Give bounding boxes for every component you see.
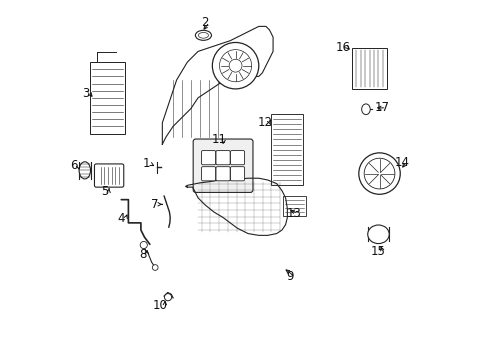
FancyBboxPatch shape <box>94 164 123 187</box>
Circle shape <box>229 59 242 72</box>
Text: 8: 8 <box>139 248 146 261</box>
Ellipse shape <box>367 225 388 244</box>
Ellipse shape <box>79 162 90 179</box>
Text: 12: 12 <box>257 116 272 129</box>
Ellipse shape <box>361 104 369 114</box>
Text: 9: 9 <box>286 270 293 283</box>
FancyBboxPatch shape <box>230 150 244 165</box>
Text: 10: 10 <box>153 298 168 311</box>
Text: 6: 6 <box>70 159 77 172</box>
Text: 13: 13 <box>286 207 301 220</box>
FancyBboxPatch shape <box>216 150 230 165</box>
Circle shape <box>140 242 147 249</box>
Text: 7: 7 <box>151 198 159 211</box>
Text: 11: 11 <box>212 133 226 146</box>
Bar <box>90 62 125 134</box>
FancyBboxPatch shape <box>201 150 215 165</box>
Text: 16: 16 <box>335 41 349 54</box>
Text: 15: 15 <box>370 245 385 258</box>
Text: 4: 4 <box>117 212 125 225</box>
Bar <box>351 48 386 89</box>
Polygon shape <box>162 26 272 144</box>
Text: 14: 14 <box>394 156 409 168</box>
FancyBboxPatch shape <box>230 167 244 181</box>
Circle shape <box>212 42 258 89</box>
FancyBboxPatch shape <box>193 139 252 192</box>
Text: 1: 1 <box>142 157 150 170</box>
Circle shape <box>164 294 171 301</box>
Bar <box>271 114 302 185</box>
Ellipse shape <box>195 30 211 40</box>
Bar <box>282 196 305 216</box>
FancyBboxPatch shape <box>201 167 215 181</box>
Circle shape <box>219 50 251 82</box>
Text: 2: 2 <box>201 15 208 28</box>
Polygon shape <box>185 178 287 235</box>
Circle shape <box>358 153 400 194</box>
Text: 3: 3 <box>81 87 89 100</box>
Circle shape <box>152 265 158 270</box>
FancyBboxPatch shape <box>216 167 230 181</box>
Ellipse shape <box>198 32 208 38</box>
Text: 17: 17 <box>374 102 389 114</box>
Circle shape <box>364 158 394 189</box>
Text: 5: 5 <box>101 185 108 198</box>
